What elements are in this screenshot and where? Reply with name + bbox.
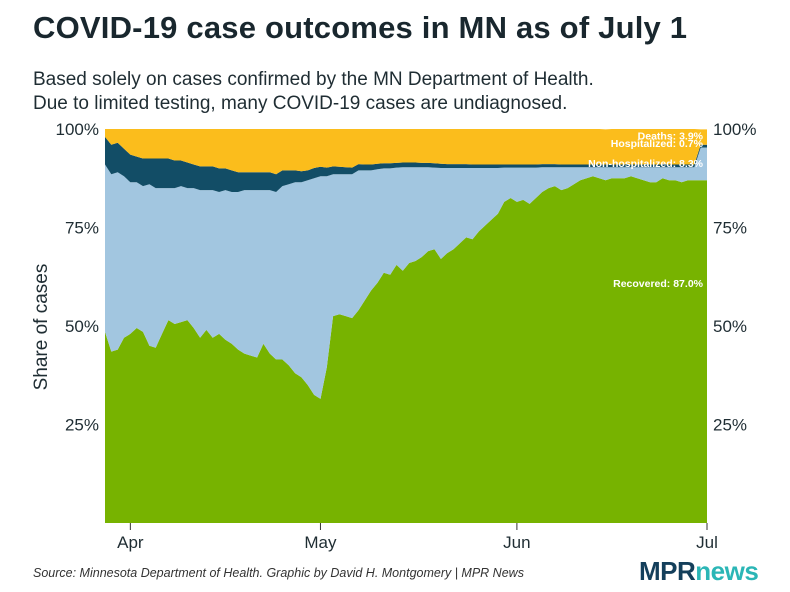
y-axis-label: Share of cases bbox=[31, 264, 52, 391]
x-tick-label: Jul bbox=[696, 533, 718, 552]
end-label-recovered: Recovered: 87.0% bbox=[613, 278, 704, 290]
y-axis-right: 25% 50% 75% 100% bbox=[713, 120, 756, 435]
x-tick-label: Jun bbox=[503, 533, 530, 552]
end-label-deaths: Deaths: 3.9% bbox=[638, 131, 704, 143]
x-axis: Apr May Jun Jul bbox=[117, 523, 718, 552]
chart-subtitle: Based solely on cases confirmed by the M… bbox=[33, 68, 594, 116]
logo-news: news bbox=[695, 556, 759, 586]
end-label-non-hospitalized: Non-hospitalized: 8.3% bbox=[588, 158, 704, 170]
chart-title: COVID-19 case outcomes in MN as of July … bbox=[33, 10, 688, 45]
logo-mpr: MPR bbox=[639, 556, 696, 586]
y-tick-label: 25% bbox=[65, 416, 99, 435]
subtitle-line-2: Due to limited testing, many COVID-19 ca… bbox=[33, 93, 568, 114]
chart-areas bbox=[105, 129, 707, 524]
end-label-hospitalized: Hospitalized: 0.7% bbox=[611, 138, 704, 150]
x-tick-label: Apr bbox=[117, 533, 144, 552]
y-tick-label: 100% bbox=[56, 120, 99, 139]
y-tick-label: 75% bbox=[713, 219, 747, 238]
area-recovered bbox=[105, 176, 707, 524]
y-tick-label: 50% bbox=[65, 317, 99, 336]
source-note: Source: Minnesota Department of Health. … bbox=[33, 566, 524, 580]
mpr-news-logo: MPRnews bbox=[639, 556, 759, 587]
area-non-hospitalized bbox=[105, 147, 707, 399]
x-tick-label: May bbox=[304, 533, 337, 552]
end-labels: Deaths: 3.9%Hospitalized: 0.7% Non-hospit… bbox=[588, 131, 704, 290]
y-axis-left: 25% 50% 75% 100% bbox=[56, 120, 99, 435]
y-tick-label: 50% bbox=[713, 317, 747, 336]
area-deaths bbox=[105, 129, 707, 175]
subtitle-line-1: Based solely on cases confirmed by the M… bbox=[33, 69, 594, 90]
area-hospitalized bbox=[105, 136, 707, 192]
y-tick-label: 25% bbox=[713, 416, 747, 435]
y-tick-label: 100% bbox=[713, 120, 756, 139]
y-tick-label: 75% bbox=[65, 219, 99, 238]
